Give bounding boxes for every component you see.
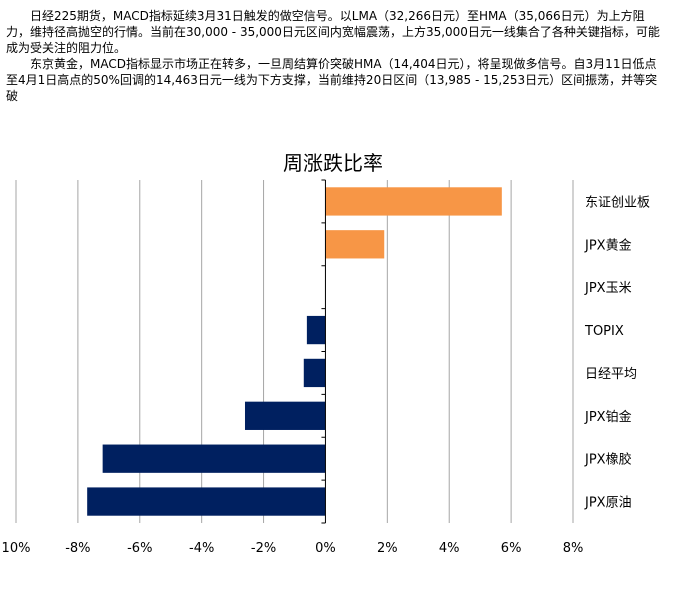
category-label: JPX橡胶 [584,452,632,468]
labels: 10% -8% -6% -4% -2% 0% 2% 4% 6% 8% 东证创业板 JPX黄金 JPX玉米… [2,195,650,556]
x-tick-label: -2% [251,541,276,556]
category-label: 东证创业板 [585,195,650,210]
bar [87,487,326,516]
category-label: JPX原油 [584,496,632,511]
bar [306,315,326,345]
bar [244,401,326,430]
axes [321,179,326,524]
category-label: JPX玉米 [584,281,632,296]
x-tick-label: 8% [563,541,584,556]
x-tick-label: 6% [501,541,522,556]
x-tick-label: -6% [127,541,152,556]
category-label: 日经平均 [585,367,637,382]
article-text: 日经225期货，MACD指标延续3月31日触发的做空信号。以LMA（32,266… [6,8,668,104]
chart-title: 周涨跌比率 [283,151,383,175]
x-tick-label: 4% [439,541,460,556]
grid [15,180,574,523]
x-tick-label: 0% [315,541,336,556]
bar [102,444,326,473]
bar [325,230,385,259]
x-tick-label: -4% [189,541,214,556]
paragraph-gold: 东京黄金，MACD指标显示市场正在转多，一旦周结算价突破HMA（14,404日元… [6,57,658,103]
weekly-change-chart: 周涨跌比率 10% -8% -6% -4% -2% 0% 2% 4% 6% 8% 东证创业板 JPX黄… [2,151,650,556]
bars [87,187,502,516]
category-label: JPX黄金 [584,237,632,253]
paragraph-nikkei: 日经225期货，MACD指标延续3月31日触发的做空信号。以LMA（32,266… [6,9,660,55]
x-tick-label: 10% [2,541,31,556]
x-tick-label: -8% [65,541,90,556]
x-tick-label: 2% [377,541,398,556]
bar [303,358,326,388]
bar [325,187,502,216]
category-label: TOPIX [584,324,624,339]
category-label: JPX铂金 [584,409,632,425]
